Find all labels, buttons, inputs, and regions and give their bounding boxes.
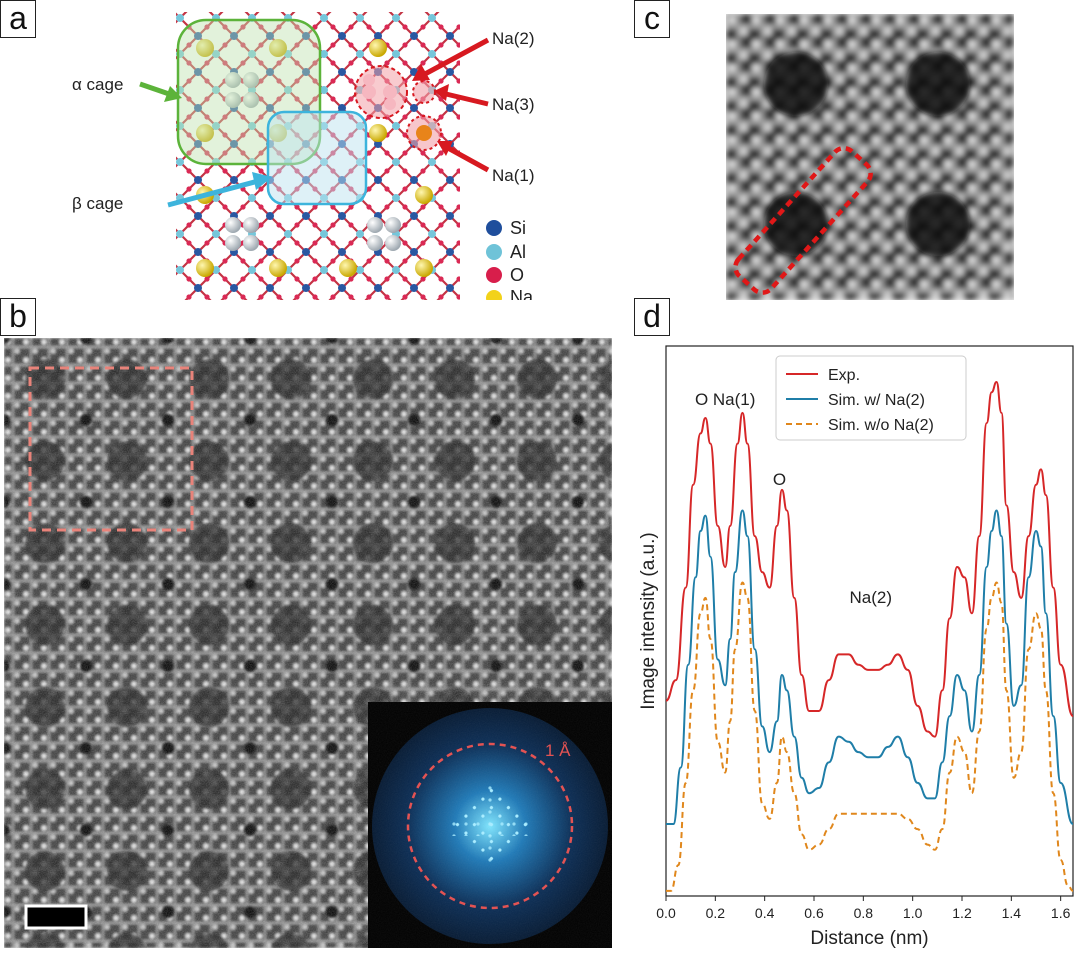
chart-legend: Exp. Sim. w/ Na(2) Sim. w/o Na(2) [775, 355, 967, 441]
beta-cage-arrow [167, 172, 272, 208]
x-tick-label: 1.6 [1051, 905, 1071, 921]
series-line-2 [666, 581, 1074, 892]
x-tick-label: 0.4 [755, 905, 775, 921]
y-axis-label: Image intensity (a.u.) [638, 532, 659, 709]
na2-arrow [412, 37, 490, 81]
x-tick-label: 1.2 [952, 905, 972, 921]
chart-series [665, 380, 1074, 892]
legend-al-swatch [486, 244, 502, 260]
intensity-profile-chart: 0.0 0.2 0.4 0.6 0.8 1.0 1.2 1.4 1.6 Distance (nm)… [638, 345, 1074, 949]
legend-label: Exp. [828, 367, 860, 384]
legend-na-label: Na [510, 287, 534, 300]
panel-b-letter: b [0, 298, 36, 336]
na3-label: Na(3) [492, 95, 535, 114]
alpha-cage-label: α cage [72, 75, 123, 94]
fft-resolution-ring [406, 742, 574, 910]
legend-si-label: Si [510, 218, 526, 238]
annotation-label: O Na(1) [695, 390, 755, 409]
series-line-0 [665, 380, 1074, 738]
scale-bar [24, 904, 88, 930]
beta-cage-label: β cage [72, 194, 123, 213]
annotation-label: Na(2) [849, 588, 892, 607]
annotation-label: O [773, 470, 786, 489]
x-axis-label: Distance (nm) [810, 928, 928, 949]
structure-diagram: α cage β cage Na(2) Na(3) Na(1) Si Al O … [72, 12, 535, 300]
legend-box [775, 355, 967, 441]
x-tick-label: 0.2 [706, 905, 726, 921]
panel-a-letter: a [0, 0, 36, 38]
x-tick-label: 0.6 [804, 905, 824, 921]
na2-label: Na(2) [492, 29, 535, 48]
na3-arrow [434, 84, 489, 107]
alpha-cage-arrow [139, 81, 182, 102]
legend-label: Sim. w/ Na(2) [828, 392, 925, 409]
plot-frame [665, 345, 1074, 897]
x-tick-label: 0.8 [854, 905, 874, 921]
na1-arrow [437, 141, 490, 173]
cage-atoms [196, 39, 433, 277]
chart-annotations: O Na(1) O Na(2) [695, 390, 892, 607]
hrtem-micrograph: 1 Å [4, 338, 612, 948]
legend-label: Sim. w/o Na(2) [828, 417, 934, 434]
selected-region-box [28, 366, 194, 532]
fft-ring-label: 1 Å [545, 741, 571, 760]
panel-d-letter: d [634, 298, 670, 336]
fft-inset: 1 Å [368, 702, 612, 948]
x-tick-label: 1.4 [1002, 905, 1022, 921]
legend-o-swatch [486, 267, 502, 283]
beta-cage-highlight [266, 110, 368, 206]
element-legend: Si Al O Na [486, 218, 534, 300]
na3-site-highlight [412, 80, 436, 104]
panel-c-letter: c [634, 0, 670, 38]
legend-si-swatch [486, 220, 502, 236]
chart-axes: 0.0 0.2 0.4 0.6 0.8 1.0 1.2 1.4 1.6 Distance (nm)… [638, 345, 1074, 949]
x-tick-label: 0.0 [656, 905, 676, 921]
zoomed-micrograph [726, 14, 1014, 300]
legend-o-label: O [510, 265, 524, 285]
x-tick-label: 1.0 [903, 905, 923, 921]
legend-na-swatch [486, 290, 502, 300]
line-profile-box [733, 145, 873, 295]
series-line-1 [665, 509, 1074, 826]
na1-label: Na(1) [492, 166, 535, 185]
legend-al-label: Al [510, 242, 526, 262]
